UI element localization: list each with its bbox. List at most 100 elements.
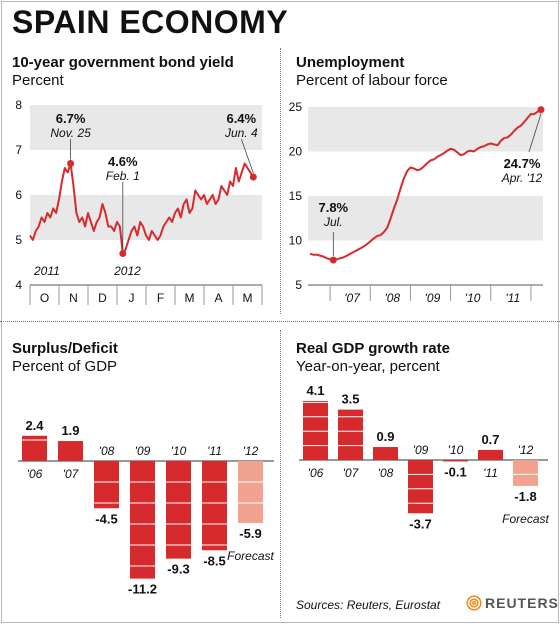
reuters-logo-text: REUTERS — [485, 595, 559, 611]
deficit-chart-title: Surplus/Deficit — [12, 340, 118, 357]
category-label: '07 — [63, 467, 80, 481]
bar-value-label: -8.5 — [203, 553, 225, 568]
category-label: '12 — [518, 443, 534, 457]
grey-band-0 — [30, 105, 262, 150]
y-tick-label: 15 — [289, 189, 303, 203]
annotation-date: Apr. '12 — [501, 171, 543, 185]
year-label: '11 — [505, 291, 520, 305]
annotation-point — [537, 106, 545, 114]
year-label: '08 — [384, 291, 400, 305]
annotation-date: Feb. 1 — [106, 169, 140, 183]
year-label: 2011 — [33, 264, 60, 278]
deficit-chart-subtitle: Percent of GDP — [12, 358, 118, 375]
bar — [408, 460, 433, 514]
y-tick-label: 5 — [15, 233, 22, 247]
bar-value-label: 2.4 — [25, 418, 44, 433]
month-label: D — [98, 291, 107, 305]
category-label: '11 — [483, 466, 498, 480]
annotation-value: 7.8% — [318, 200, 348, 215]
bar-value-label: -3.7 — [409, 516, 431, 531]
category-label: '06 — [27, 467, 43, 481]
category-label: '12 — [243, 444, 259, 458]
annotation-point — [329, 256, 337, 264]
gdp-chart-subtitle: Year-on-year, percent — [296, 358, 440, 375]
forecast-label: Forecast — [227, 549, 274, 563]
bar — [202, 461, 227, 551]
bar — [130, 461, 155, 579]
month-label: A — [214, 291, 222, 305]
gdp-chart: 4.1 '06 3.5 '07 0.9 '08 -3.7 '09 -0.1 '10 0.7 '11 -1… — [299, 383, 550, 531]
month-label: J — [129, 291, 135, 305]
grey-band-0 — [308, 107, 543, 152]
bar — [443, 460, 468, 462]
category-label: '09 — [413, 443, 429, 457]
month-label: O — [40, 291, 49, 305]
bar-value-label: -0.1 — [444, 464, 466, 479]
forecast-label: Forecast — [502, 512, 549, 526]
annotation-value: 24.7% — [504, 156, 541, 171]
series-line — [309, 108, 542, 262]
y-tick-label: 5 — [295, 278, 302, 292]
bar — [338, 409, 363, 460]
annotation-point — [249, 173, 257, 181]
category-label: '07 — [343, 466, 360, 480]
y-tick-label: 4 — [15, 278, 22, 292]
bar-value-label: -1.8 — [514, 489, 536, 504]
y-tick-label: 8 — [15, 98, 22, 112]
vertical-divider-bottom — [280, 330, 281, 618]
page-title: SPAIN ECONOMY — [12, 4, 289, 40]
annotation-leader — [240, 138, 254, 174]
annotation-date: Nov. 25 — [50, 126, 91, 140]
annotation-value: 6.7% — [56, 111, 86, 126]
category-label: '10 — [448, 443, 464, 457]
category-label: '06 — [308, 466, 324, 480]
bar-value-label: 1.9 — [61, 423, 79, 438]
bar-value-label: 0.7 — [481, 432, 499, 447]
annotation-value: 4.6% — [108, 154, 138, 169]
bar-value-label: 0.9 — [376, 429, 394, 444]
bar-value-label: 3.5 — [341, 392, 359, 407]
bar — [166, 461, 191, 559]
bar — [303, 400, 328, 460]
bar — [58, 441, 83, 461]
month-label: F — [157, 291, 164, 305]
year-label: '10 — [465, 291, 481, 305]
unemployment-chart-subtitle: Percent of labour force — [296, 72, 448, 89]
horizontal-divider — [0, 321, 560, 322]
year-label: '09 — [425, 291, 441, 305]
unemployment-chart: 5 10 15 20 25 '07 '08 '09 '10 '11 7.8%Jul. 24.7%Apr… — [289, 100, 545, 305]
month-label: M — [243, 291, 253, 305]
source-note: Sources: Reuters, Eurostat — [296, 598, 441, 612]
annotation-point — [119, 250, 127, 257]
bar-value-label: -4.5 — [95, 511, 117, 526]
unemployment-chart-title: Unemployment — [296, 54, 405, 71]
annotation-value: 6.4% — [226, 111, 256, 126]
bar-value-label: -9.3 — [167, 562, 189, 577]
bar-value-label: -5.9 — [239, 526, 261, 541]
gdp-chart-title: Real GDP growth rate — [296, 340, 450, 357]
annotation-leader — [528, 113, 542, 153]
category-label: '09 — [135, 444, 151, 458]
month-label: M — [185, 291, 195, 305]
category-label: '10 — [171, 444, 187, 458]
series-line — [29, 162, 255, 255]
y-tick-label: 10 — [289, 234, 303, 248]
grey-band-1 — [308, 196, 543, 241]
reuters-logo-icon — [466, 595, 482, 611]
vertical-divider-top — [280, 48, 281, 314]
bar — [478, 449, 503, 460]
category-label: '08 — [378, 466, 394, 480]
bar — [373, 447, 398, 460]
bond-chart-subtitle: Percent — [12, 72, 64, 89]
annotation-point — [67, 160, 75, 167]
reuters-logo: REUTERS — [466, 595, 559, 611]
year-label: '07 — [344, 291, 361, 305]
y-tick-label: 7 — [15, 143, 22, 157]
bar-value-label: 4.1 — [306, 383, 324, 398]
year-label: 2012 — [113, 264, 141, 278]
bar — [513, 460, 538, 486]
bond-chart-title: 10-year government bond yield — [12, 54, 234, 71]
bar-value-label: -11.2 — [128, 582, 157, 597]
